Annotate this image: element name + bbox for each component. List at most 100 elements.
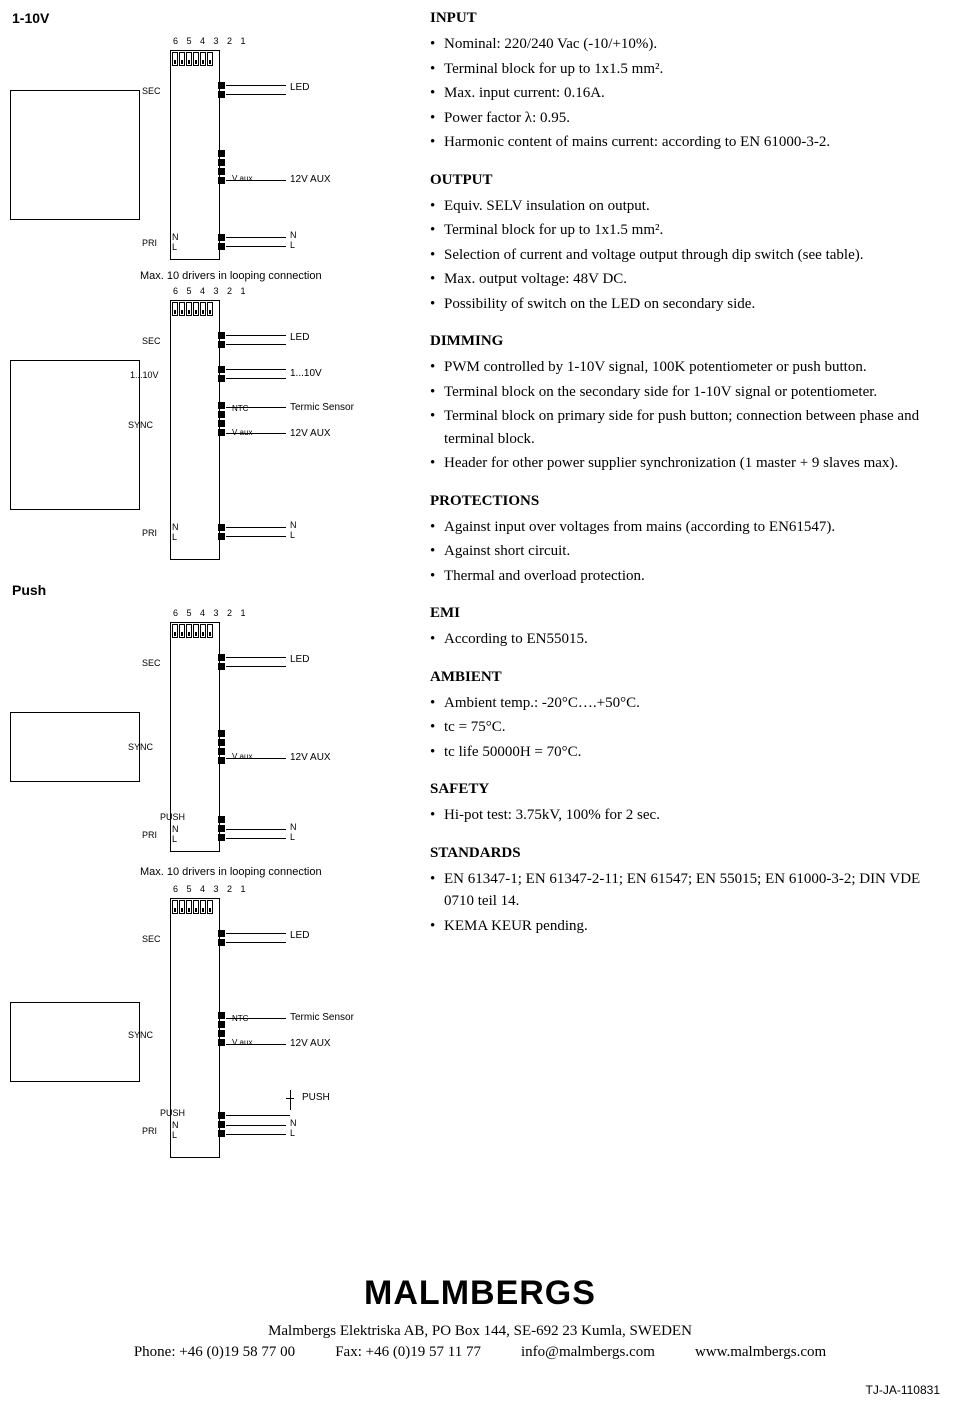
push-m-sync: SYNC [128, 1030, 153, 1040]
input-header: INPUT [430, 10, 930, 27]
spec-item: Header for other power supplier synchron… [430, 452, 930, 475]
sync-l: SYNC [128, 420, 153, 430]
dip-switch-2 [172, 302, 213, 316]
push-m-termic: Termic Sensor [290, 1012, 354, 1023]
spec-item: Against short circuit. [430, 540, 930, 563]
sec-label-2: SEC [142, 336, 161, 346]
n1r: N [290, 230, 297, 240]
push-nr: N [290, 822, 297, 832]
diagram-column: 1-10V Slave 6 5 4 3 2 1 SEC LED V aux 12… [10, 10, 410, 1204]
pri-label: PRI [142, 238, 157, 248]
dip-switch [172, 52, 213, 66]
led-label-2: LED [290, 332, 309, 343]
n2: N [172, 522, 179, 532]
push-m-dip [172, 900, 213, 914]
loop-caption-1: Max. 10 drivers in looping connection [140, 270, 322, 282]
specs-column: INPUT Nominal: 220/240 Vac (-10/+10%). T… [410, 10, 930, 1204]
push-m-nr: N [290, 1118, 297, 1128]
pri-label-2: PRI [142, 528, 157, 538]
diagram-title-2: Push [12, 582, 410, 598]
push-aux: 12V AUX [290, 752, 331, 763]
output-header: OUTPUT [430, 172, 930, 189]
l2: L [172, 532, 177, 542]
push-sync: SYNC [128, 742, 153, 752]
logo: MALMBERGS [30, 1274, 930, 1313]
standards-header: STANDARDS [430, 845, 930, 862]
footer-phone: Phone: +46 (0)19 58 77 00 [134, 1344, 295, 1361]
dip-nums-2: 6 5 4 3 2 1 [173, 286, 249, 296]
spec-item: Against input over voltages from mains (… [430, 516, 930, 539]
push-pri: PRI [142, 830, 157, 840]
spec-item: Possibility of switch on the LED on seco… [430, 293, 930, 316]
footer: MALMBERGS Malmbergs Elektriska AB, PO Bo… [0, 1254, 960, 1371]
vaux-label: V aux [232, 174, 252, 183]
push-sec-t [218, 654, 225, 670]
slave-outline [10, 90, 140, 220]
push-m-sec-t [218, 930, 225, 946]
slave-unit [170, 50, 220, 260]
aux12v-label: 12V AUX [290, 174, 331, 185]
110v-l: 1...10V [130, 370, 159, 380]
spec-item: tc = 75°C. [430, 716, 930, 739]
m-sec-terms [218, 332, 225, 348]
ntc-l: NTC [232, 404, 248, 413]
push-pri-t [218, 816, 225, 841]
spec-item: Selection of current and voltage output … [430, 244, 930, 267]
push-m-push: PUSH [160, 1108, 185, 1118]
push-m-vaux: V aux [232, 1038, 252, 1047]
push-dipnums: 6 5 4 3 2 1 [173, 608, 249, 618]
safety-list: Hi-pot test: 3.75kV, 100% for 2 sec. [430, 804, 930, 827]
termic-r: Termic Sensor [290, 402, 354, 413]
l2r: L [290, 530, 295, 540]
spec-item: Max. input current: 0.16A. [430, 82, 930, 105]
safety-header: SAFETY [430, 781, 930, 798]
push-sync-t [218, 730, 225, 764]
spec-item: tc life 50000H = 70°C. [430, 741, 930, 764]
push-master-unit [170, 898, 220, 1158]
push-m-sec: SEC [142, 934, 161, 944]
push-sec: SEC [142, 658, 161, 668]
footer-address: Malmbergs Elektriska AB, PO Box 144, SE-… [30, 1323, 930, 1340]
footer-fax: Fax: +46 (0)19 57 11 77 [335, 1344, 481, 1361]
spec-item: Thermal and overload protection. [430, 565, 930, 588]
protections-list: Against input over voltages from mains (… [430, 516, 930, 588]
push-dip [172, 624, 213, 638]
standards-list: EN 61347-1; EN 61347-2-11; EN 61547; EN … [430, 868, 930, 938]
push-lr: L [290, 832, 295, 842]
push-slave-outline [10, 712, 140, 782]
push-l: L [172, 834, 177, 844]
emi-header: EMI [430, 605, 930, 622]
ambient-list: Ambient temp.: -20°C….+50°C. tc = 75°C. … [430, 692, 930, 764]
output-list: Equiv. SELV insulation on output. Termin… [430, 195, 930, 316]
spec-item: Equiv. SELV insulation on output. [430, 195, 930, 218]
footer-web: www.malmbergs.com [695, 1344, 826, 1361]
spec-item: Terminal block for up to 1x1.5 mm². [430, 58, 930, 81]
input-list: Nominal: 220/240 Vac (-10/+10%). Termina… [430, 33, 930, 154]
push-m-l: L [172, 1130, 177, 1140]
push-m-sync-t [218, 1012, 225, 1046]
push-m-n: N [172, 1120, 179, 1130]
diagram-title-1: 1-10V [12, 10, 410, 26]
master-unit [170, 300, 220, 560]
spec-item: KEMA KEUR pending. [430, 915, 930, 938]
spec-item: PWM controlled by 1-10V signal, 100K pot… [430, 356, 930, 379]
doc-reference: TJ-JA-110831 [0, 1371, 960, 1405]
m-pri-terms [218, 524, 225, 540]
led-label: LED [290, 82, 309, 93]
spec-item: Nominal: 220/240 Vac (-10/+10%). [430, 33, 930, 56]
spec-item: Terminal block on primary side for push … [430, 405, 930, 450]
push-master-outline [10, 1002, 140, 1082]
push-n: N [172, 824, 179, 834]
sec-label: SEC [142, 86, 161, 96]
spec-item: Harmonic content of mains current: accor… [430, 131, 930, 154]
push-m-lr: L [290, 1128, 295, 1138]
push-m-led: LED [290, 930, 309, 941]
ambient-header: AMBIENT [430, 669, 930, 686]
loop-caption-2: Max. 10 drivers in looping connection [140, 866, 322, 878]
protections-header: PROTECTIONS [430, 493, 930, 510]
push-m-dipnums: 6 5 4 3 2 1 [173, 884, 249, 894]
l1: L [172, 242, 177, 252]
slave-aux-terms [218, 150, 225, 184]
m-110v-terms [218, 366, 225, 382]
n2r: N [290, 520, 297, 530]
